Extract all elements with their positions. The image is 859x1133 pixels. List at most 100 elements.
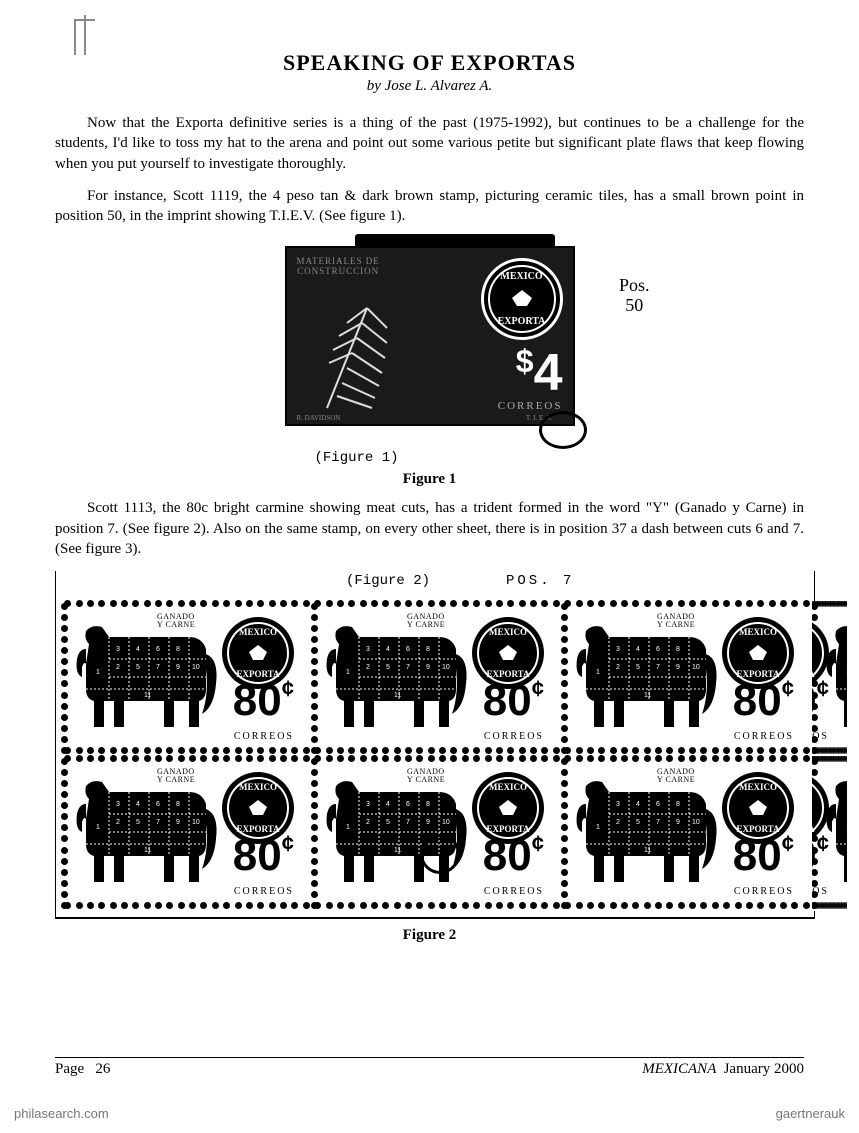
correos-80-label: CORREOS <box>484 886 544 897</box>
figure-1-hand-label: (Figure 1) <box>315 450 399 466</box>
svg-text:5: 5 <box>636 664 640 671</box>
svg-text:3: 3 <box>116 801 120 808</box>
annotation-circle-2 <box>420 834 460 874</box>
correos-80-label: CORREOS <box>812 886 829 897</box>
svg-text:7: 7 <box>156 664 160 671</box>
svg-text:1: 1 <box>846 824 847 831</box>
correos-label: CORREOS <box>498 400 563 412</box>
svg-text:3: 3 <box>616 801 620 808</box>
figure-1-block: MATERIALES DECONSTRUCCION MEXICO <box>55 238 804 488</box>
paragraph-2: For instance, Scott 1119, the 4 peso tan… <box>55 186 804 227</box>
figure-2-caption: Figure 2 <box>55 927 804 944</box>
stamp-materials-label: MATERIALES DECONSTRUCCION <box>297 256 380 276</box>
svg-text:4: 4 <box>386 801 390 808</box>
correos-80-label: CORREOS <box>234 731 294 742</box>
svg-text:3: 3 <box>616 646 620 653</box>
stamp-row-1: GANADOY CARNE 1 2 3 4 5 6 7 8 9 10 11 ME… <box>62 601 808 756</box>
svg-text:11: 11 <box>394 847 401 854</box>
svg-text:8: 8 <box>176 646 180 653</box>
svg-text:6: 6 <box>656 801 660 808</box>
svg-text:10: 10 <box>692 819 700 826</box>
svg-text:7: 7 <box>656 664 660 671</box>
svg-text:7: 7 <box>656 819 660 826</box>
svg-text:4: 4 <box>136 646 140 653</box>
svg-text:5: 5 <box>136 664 140 671</box>
svg-text:8: 8 <box>676 801 680 808</box>
pos-7-note: POS. 7 <box>506 573 574 589</box>
svg-text:8: 8 <box>676 646 680 653</box>
stamp-80c: GANADOY CARNE 1 2 3 4 5 6 7 8 9 10 11 ME… <box>562 756 812 911</box>
svg-text:10: 10 <box>442 664 450 671</box>
svg-text:9: 9 <box>676 664 680 671</box>
svg-text:8: 8 <box>426 646 430 653</box>
article-byline: by Jose L. Alvarez A. <box>55 78 804 95</box>
footer-page-number: 26 <box>95 1061 110 1077</box>
svg-text:11: 11 <box>394 692 401 699</box>
seal-mexico-text: MEXICO <box>500 271 542 282</box>
svg-text:8: 8 <box>426 801 430 808</box>
svg-text:3: 3 <box>366 646 370 653</box>
svg-text:9: 9 <box>176 819 180 826</box>
correos-80-label: CORREOS <box>234 886 294 897</box>
svg-text:3: 3 <box>366 801 370 808</box>
svg-text:9: 9 <box>426 819 430 826</box>
svg-text:2: 2 <box>116 819 120 826</box>
svg-text:10: 10 <box>692 664 700 671</box>
svg-text:6: 6 <box>406 646 410 653</box>
svg-text:5: 5 <box>386 819 390 826</box>
watermark-bottom-left: philasearch.com <box>14 1106 109 1121</box>
stamp-figure-1: MATERIALES DECONSTRUCCION MEXICO <box>285 246 575 426</box>
price-80: 80¢ <box>233 676 294 726</box>
page-footer: Page 26 MEXICANA January 2000 <box>55 1057 804 1078</box>
svg-text:1: 1 <box>596 669 600 676</box>
annotation-circle-1 <box>539 411 587 449</box>
svg-text:10: 10 <box>192 819 200 826</box>
svg-text:5: 5 <box>136 819 140 826</box>
correos-80-label: CORREOS <box>484 731 544 742</box>
stamp-row-2: GANADOY CARNE 1 2 3 4 5 6 7 8 9 10 11 ME… <box>62 756 808 911</box>
svg-text:3: 3 <box>116 646 120 653</box>
svg-text:2: 2 <box>366 664 370 671</box>
svg-text:10: 10 <box>192 664 200 671</box>
svg-text:1: 1 <box>346 824 350 831</box>
svg-text:9: 9 <box>176 664 180 671</box>
stamp-80c: GANADOY CARNE 1 2 3 4 5 6 7 8 9 10 11 ME… <box>562 601 812 756</box>
svg-text:11: 11 <box>144 847 151 854</box>
correos-80-label: CORREOS <box>812 731 829 742</box>
stamp-80c: GANADOY CARNE 1 2 3 4 5 6 7 8 9 10 11 ME… <box>62 756 312 911</box>
svg-text:1: 1 <box>846 669 847 676</box>
paragraph-3: Scott 1113, the 80c bright carmine showi… <box>55 498 804 559</box>
svg-text:10: 10 <box>442 819 450 826</box>
correos-80-label: CORREOS <box>734 731 794 742</box>
correos-80-label: CORREOS <box>734 886 794 897</box>
stamp-80c: GANADOY CARNE 1 2 3 4 5 6 7 8 9 10 11 ME… <box>312 601 562 756</box>
price-80: 80¢ <box>812 831 829 881</box>
footer-page-label: Page <box>55 1061 84 1077</box>
svg-text:7: 7 <box>406 819 410 826</box>
page-corner-mark <box>70 10 110 60</box>
stamp-price-4: $4 <box>516 343 563 403</box>
artist-label: R. DAVIDSON <box>297 414 341 422</box>
paragraph-1: Now that the Exporta definitive series i… <box>55 113 804 174</box>
price-80: 80¢ <box>812 676 829 726</box>
svg-text:4: 4 <box>386 646 390 653</box>
svg-text:11: 11 <box>644 847 651 854</box>
svg-text:5: 5 <box>636 819 640 826</box>
pos-50-note: Pos.50 <box>619 276 650 316</box>
svg-text:1: 1 <box>96 669 100 676</box>
svg-text:1: 1 <box>96 824 100 831</box>
svg-text:7: 7 <box>406 664 410 671</box>
eagle-icon <box>507 288 537 310</box>
svg-text:6: 6 <box>156 801 160 808</box>
svg-text:9: 9 <box>426 664 430 671</box>
svg-text:6: 6 <box>156 646 160 653</box>
watermark-bottom-right: gaertnerauk <box>776 1106 845 1121</box>
svg-text:2: 2 <box>616 819 620 826</box>
palm-leaf-graphic <box>317 278 457 418</box>
price-80: 80¢ <box>483 831 544 881</box>
footer-journal: MEXICANA <box>642 1061 716 1077</box>
svg-text:1: 1 <box>596 824 600 831</box>
svg-text:6: 6 <box>406 801 410 808</box>
svg-text:6: 6 <box>656 646 660 653</box>
stamp-80c: GANADOY CARNE 1 2 3 4 5 6 7 8 9 10 11 ME… <box>62 601 312 756</box>
